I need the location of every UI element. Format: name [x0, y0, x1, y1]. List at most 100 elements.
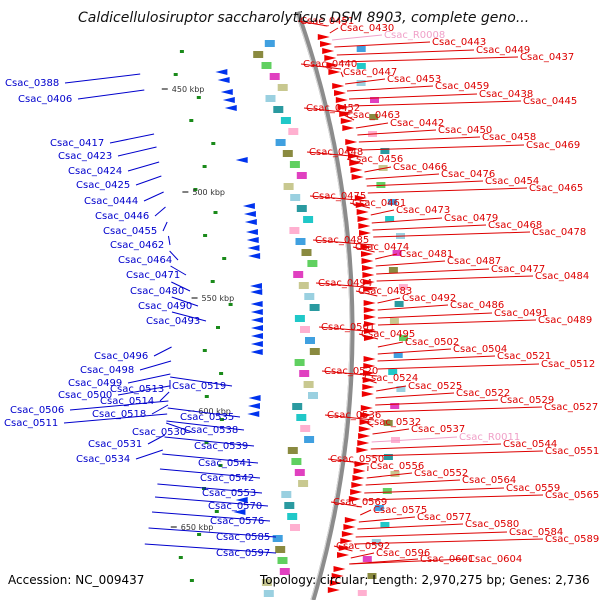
forward-gene-arrow — [357, 440, 369, 446]
forward-gene-arrow — [345, 139, 357, 145]
left-gene-label: Csac_0519 — [172, 381, 226, 392]
forward-gene-arrow — [362, 384, 374, 390]
forward-gene-arrow — [337, 552, 349, 558]
feature-block — [278, 557, 288, 564]
feature-block — [273, 106, 283, 113]
map-title: Caldicellulosiruptor saccharolyticus DSM… — [78, 10, 548, 30]
feature-block — [290, 524, 300, 531]
left-gene-label: Csac_0535 — [180, 412, 234, 423]
right-label-leader — [332, 35, 382, 40]
forward-gene-arrow — [318, 34, 330, 40]
left-gene-label: Csac_0388 — [5, 78, 59, 89]
right-label-leader — [363, 495, 543, 500]
right-label-leader — [378, 305, 448, 310]
gc-tick — [216, 326, 220, 329]
feature-block — [253, 51, 263, 58]
forward-gene-arrow — [351, 482, 363, 488]
left-label-leader — [118, 147, 157, 156]
reverse-gene-arrow — [247, 237, 259, 243]
right-label-leader — [377, 364, 539, 369]
left-gene-label: Csac_0446 — [95, 211, 149, 222]
reverse-gene-arrow — [251, 309, 263, 315]
feature-block — [289, 227, 299, 234]
forward-gene-arrow — [334, 566, 346, 572]
reverse-gene-arrow — [251, 317, 263, 323]
forward-gene-arrow — [352, 174, 364, 180]
right-label-leader — [371, 210, 394, 215]
right-label-leader — [366, 480, 460, 485]
scale-mark-label: 500 kbp — [192, 188, 225, 197]
forward-gene-arrow — [328, 587, 340, 593]
gc-tick — [203, 349, 207, 352]
right-label-leader — [376, 261, 445, 266]
feature-block — [358, 590, 367, 596]
reverse-gene-arrow — [249, 395, 261, 401]
gc-tick — [179, 556, 183, 559]
feature-block — [296, 414, 306, 421]
forward-gene-arrow — [343, 524, 355, 530]
left-gene-label: Csac_0498 — [80, 365, 134, 376]
left-label-leader — [144, 192, 164, 201]
right-gene-label: Csac_0565 — [545, 490, 599, 501]
feature-block — [295, 469, 305, 476]
left-gene-label: Csac_0513 — [110, 384, 164, 395]
left-label-leader — [136, 176, 161, 185]
reverse-gene-arrow — [251, 341, 263, 347]
feature-block — [300, 326, 310, 333]
feature-block — [390, 318, 399, 324]
left-label-leader — [140, 361, 171, 370]
right-gene-label: Csac_0512 — [541, 359, 595, 370]
reverse-gene-arrow — [248, 403, 260, 409]
right-gene-label: Csac_0473 — [396, 205, 450, 216]
gc-tick — [190, 579, 194, 582]
feature-block — [302, 249, 312, 256]
right-label-leader — [357, 524, 463, 529]
left-gene-label: Csac_0576 — [210, 516, 264, 527]
reverse-gene-arrow — [243, 203, 255, 209]
right-label-leader — [373, 429, 409, 434]
reverse-gene-arrow — [245, 219, 257, 225]
reverse-gene-arrow — [247, 411, 259, 417]
feature-block — [300, 425, 310, 432]
right-label-leader — [378, 313, 492, 318]
feature-block — [303, 216, 313, 223]
right-gene-label: Csac_0492 — [402, 293, 456, 304]
forward-gene-arrow — [352, 475, 364, 481]
right-label-leader — [334, 42, 430, 47]
left-label-leader — [154, 347, 172, 356]
feature-block — [284, 502, 294, 509]
left-gene-label: Csac_0511 — [4, 418, 58, 429]
right-gene-label: Csac_0527 — [544, 402, 598, 413]
reverse-gene-arrow — [250, 283, 262, 289]
feature-block — [295, 359, 305, 366]
left-gene-label: Csac_0585 — [216, 532, 270, 543]
left-gene-label: Csac_0480 — [130, 286, 184, 297]
gc-tick — [222, 257, 226, 260]
feature-block — [296, 238, 306, 245]
forward-gene-arrow — [358, 433, 370, 439]
feature-block — [281, 491, 291, 498]
gc-tick — [211, 280, 215, 283]
forward-gene-arrow — [364, 300, 376, 306]
right-gene-label: Csac_0484 — [535, 271, 589, 282]
left-gene-label: Csac_0597 — [216, 548, 270, 559]
feature-block — [262, 62, 272, 69]
feature-block — [304, 436, 314, 443]
feature-block — [288, 447, 298, 454]
feature-block — [299, 282, 309, 289]
left-gene-label: Csac_0553 — [202, 488, 256, 499]
forward-gene-arrow — [342, 531, 354, 537]
reverse-gene-arrow — [251, 333, 263, 339]
left-gene-label: Csac_0462 — [110, 240, 164, 251]
feature-block — [308, 392, 318, 399]
left-gene-label: Csac_0455 — [103, 226, 157, 237]
right-gene-label: Csac_0552 — [414, 468, 468, 479]
left-gene-label: Csac_0490 — [138, 301, 192, 312]
feature-block — [276, 139, 286, 146]
reverse-gene-arrow — [218, 77, 230, 83]
feature-block — [357, 46, 366, 52]
feature-block — [310, 304, 320, 311]
right-label-leader — [347, 86, 433, 91]
right-label-leader — [360, 145, 524, 150]
reverse-gene-arrow — [247, 245, 259, 251]
